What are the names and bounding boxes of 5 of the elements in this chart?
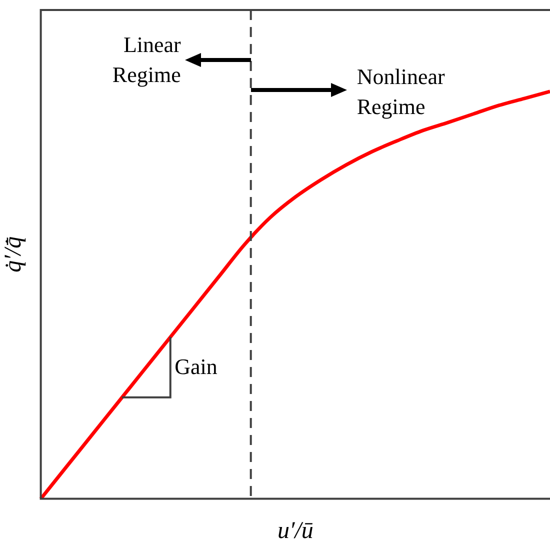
y-axis-title: q̇′/q̇̄ [0,236,27,272]
text: Linear Regime [112,31,181,89]
x-axis-title: u′/ū [277,518,314,544]
annotation: Nonlinear Regime [356,63,445,121]
annotation: Gain [174,352,218,381]
